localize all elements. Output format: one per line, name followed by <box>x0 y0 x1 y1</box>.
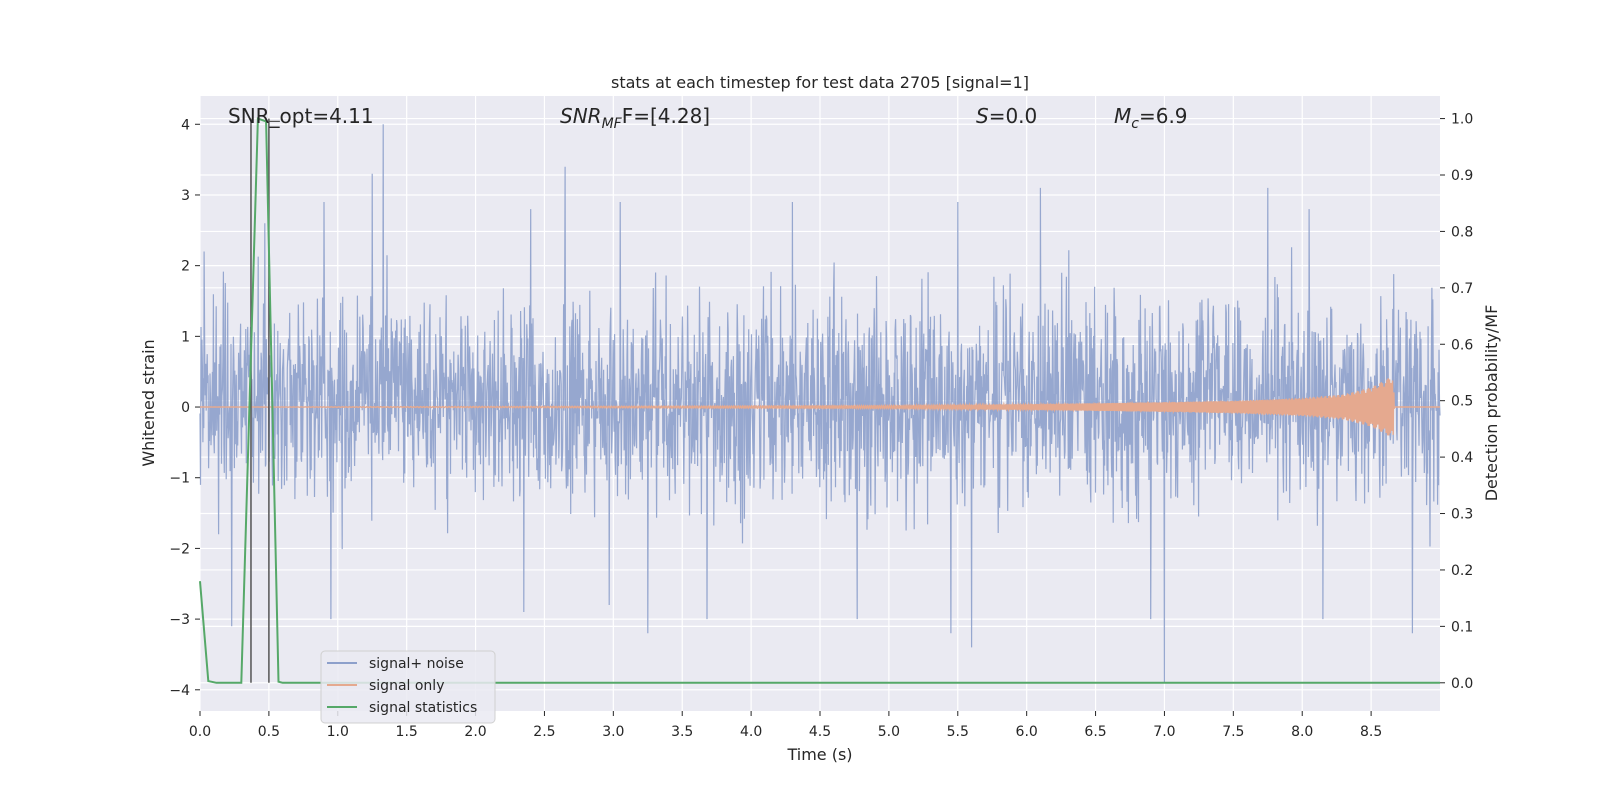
legend-box <box>320 650 496 724</box>
x-tick-label-11: 5.5 <box>947 724 969 740</box>
signal-statistics-line <box>199 117 1440 684</box>
y-tick-label-6: −2 <box>169 541 190 557</box>
x-tick-label-12: 6.0 <box>1016 724 1038 740</box>
legend: signal+ noise signal only signal statist… <box>320 650 496 724</box>
yr-tick-label-0: 1.0 <box>1451 112 1473 128</box>
x-tick-label-17: 8.5 <box>1360 724 1382 740</box>
x-axis-label: Time (s) <box>786 745 852 764</box>
snr-mf-main: SNR <box>560 104 602 128</box>
x-tick-label-4: 2.0 <box>464 724 486 740</box>
snr-opt-annotation: SNR_opt=4.11 <box>228 104 374 128</box>
yr-tick-label-10: 0.0 <box>1451 676 1473 692</box>
y-tick-label-8: −4 <box>169 683 190 699</box>
series-signal-statistics <box>199 117 1440 684</box>
x-tick-label-5: 2.5 <box>533 724 555 740</box>
series-signal-noise <box>199 124 1441 683</box>
x-tick-label-15: 7.5 <box>1222 724 1244 740</box>
yr-tick-label-8: 0.2 <box>1451 563 1473 579</box>
mc-annotation: Mc=6.9 <box>1114 104 1188 132</box>
y-tick-label-7: −3 <box>169 612 190 628</box>
s-annotation: S=0.0 <box>976 104 1037 128</box>
x-tick-label-10: 5.0 <box>878 724 900 740</box>
x-tick-label-1: 0.5 <box>258 724 280 740</box>
signal-only-line <box>200 378 1440 436</box>
series-signal-only <box>200 378 1440 436</box>
chart-title: stats at each timestep for test data 270… <box>611 73 1029 92</box>
y-axis-right-label: Detection probability/MF <box>1482 305 1501 502</box>
s-main: S <box>976 104 989 128</box>
snr-mf-rest: F=[4.28] <box>622 104 710 128</box>
y-tick-label-2: 2 <box>181 259 190 275</box>
y-axis-label: Whitened strain <box>139 339 158 466</box>
y-tick-label-0: 4 <box>181 117 190 133</box>
yr-tick-label-2: 0.8 <box>1451 224 1473 240</box>
x-tick-label-3: 1.5 <box>396 724 418 740</box>
y-axis-right-ticks: 1.0 0.9 0.8 0.7 0.6 0.5 0.4 0.3 0.2 0.1 0.0 <box>1440 112 1473 692</box>
x-tick-label-14: 7.0 <box>1153 724 1175 740</box>
x-tick-label-8: 4.0 <box>740 724 762 740</box>
legend-label-signal-noise: signal+ noise <box>369 656 464 672</box>
yr-tick-label-5: 0.5 <box>1451 394 1473 410</box>
y-tick-label-4: 0 <box>181 400 190 416</box>
snr-mf-subscript: MF <box>602 116 623 132</box>
x-tick-label-0: 0.0 <box>189 724 211 740</box>
x-axis-ticks: 0.0 0.5 1.0 1.5 2.0 2.5 3.0 3.5 4.0 4.5 5.0 5.5 6.0 6… <box>189 711 1382 740</box>
yr-tick-label-1: 0.9 <box>1451 168 1473 184</box>
noise-line <box>199 124 1441 683</box>
legend-label-signal-statistics: signal statistics <box>369 700 477 716</box>
x-tick-label-13: 6.5 <box>1084 724 1106 740</box>
x-tick-label-16: 8.0 <box>1291 724 1313 740</box>
mc-rest: =6.9 <box>1139 104 1188 128</box>
y-tick-label-1: 3 <box>181 188 190 204</box>
yr-tick-label-4: 0.6 <box>1451 337 1473 353</box>
yr-tick-label-7: 0.3 <box>1451 507 1473 523</box>
yr-tick-label-6: 0.4 <box>1451 450 1473 466</box>
x-tick-label-2: 1.0 <box>327 724 349 740</box>
y-tick-label-5: −1 <box>169 471 190 487</box>
mc-subscript: c <box>1131 116 1139 132</box>
y-tick-label-3: 1 <box>181 329 190 345</box>
yr-tick-label-3: 0.7 <box>1451 281 1473 297</box>
yr-tick-label-9: 0.1 <box>1451 619 1473 635</box>
s-rest: =0.0 <box>989 104 1038 128</box>
y-axis-left-ticks: 4 3 2 1 0 −1 −2 −3 −4 <box>169 117 200 699</box>
legend-label-signal-only: signal only <box>369 678 444 694</box>
mc-main: M <box>1114 104 1131 128</box>
x-tick-label-7: 3.5 <box>671 724 693 740</box>
x-tick-label-6: 3.0 <box>602 724 624 740</box>
snr-mf-annotation: SNRMFF=[4.28] <box>560 104 710 132</box>
x-tick-label-9: 4.5 <box>809 724 831 740</box>
